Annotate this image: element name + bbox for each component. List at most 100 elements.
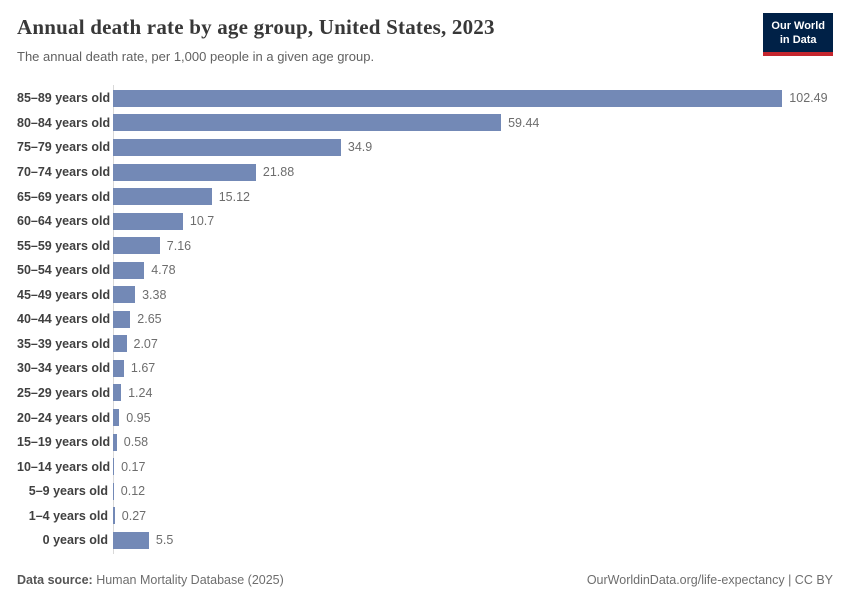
bar-area: 5.5 [113,528,833,553]
bar-chart: 85–89 years old 102.49 80–84 years old 59.4… [17,85,833,555]
bar-row: 15–19 years old 0.58 [17,430,833,455]
value-label: 1.67 [130,361,156,376]
bar-area: 7.16 [113,233,833,258]
data-source-text: Human Mortality Database (2025) [92,573,284,587]
bar-area: 0.95 [113,405,833,430]
bar [113,359,124,377]
category-label: 60–64 years old [17,214,111,229]
bar [113,409,120,426]
bar-area: 0.12 [113,479,833,504]
value-label: 15.12 [218,189,250,204]
bar-area: 2.07 [113,332,833,357]
value-label: 21.88 [262,165,295,180]
bar-area: 59.44 [113,111,833,136]
bar-area: 1.67 [113,356,833,381]
bar-row: 50–54 years old 4.78 [17,258,833,283]
owid-url-link[interactable]: OurWorldinData.org/life-expectancy | CC … [586,573,833,587]
category-label: 35–39 years old [17,336,111,351]
category-label: 65–69 years old [17,189,111,204]
value-label: 59.44 [508,115,540,130]
bar-row: 20–24 years old 0.95 [17,405,833,430]
category-label: 0 years old [42,533,108,548]
owid-logo: Our World in Data [763,13,833,56]
bar-rows-container: 85–89 years old 102.49 80–84 years old 59.4… [17,86,833,552]
bar-row: 5–9 years old 0.12 [17,479,833,504]
bar [113,384,122,402]
category-label: 70–74 years old [17,165,111,180]
value-label: 0.95 [126,410,151,425]
bar [113,89,783,107]
bar [113,212,183,230]
value-label: 2.65 [137,312,162,327]
category-label: 10–14 years old [17,459,111,474]
bar [113,458,115,476]
bar-row: 60–64 years old 10.7 [17,209,833,234]
value-label: 0.12 [120,484,146,499]
category-label: 15–19 years old [17,435,111,450]
value-label: 4.78 [151,263,176,278]
category-label: 20–24 years old [17,410,111,425]
bar-area: 0.27 [113,503,833,528]
value-label: 0.17 [121,459,146,474]
bar-row: 75–79 years old 34.9 [17,135,833,160]
bar [113,531,149,549]
bar [113,261,145,279]
bar [113,237,160,255]
bar [113,114,502,132]
value-label: 0.58 [123,435,149,450]
title-block: Annual death rate by age group, United S… [17,15,495,65]
category-label: 55–59 years old [17,238,111,253]
bar-row: 1–4 years old 0.27 [17,503,833,528]
category-label: 75–79 years old [17,140,111,155]
value-label: 7.16 [166,238,192,253]
category-label: 1–4 years old [28,508,108,523]
bar-area: 4.78 [113,258,833,283]
bar-row: 10–14 years old 0.17 [17,454,833,479]
bar-area: 21.88 [113,160,833,185]
bar [113,433,117,451]
bar-area: 2.65 [113,307,833,332]
bar [113,138,341,156]
value-label: 0.27 [121,508,147,523]
value-label: 2.07 [133,336,158,351]
bar-area: 15.12 [113,184,833,209]
value-label: 10.7 [189,214,215,229]
chart-subtitle: The annual death rate, per 1,000 people … [17,49,375,65]
category-label: 50–54 years old [17,263,111,278]
category-label: 25–29 years old [17,385,111,400]
bar-row: 55–59 years old 7.16 [17,233,833,258]
bar-row: 40–44 years old 2.65 [17,307,833,332]
category-label: 30–34 years old [17,361,111,376]
category-label: 80–84 years old [17,115,111,130]
bar-row: 25–29 years old 1.24 [17,381,833,406]
bar-area: 0.58 [113,430,833,455]
bar [113,188,212,206]
category-label: 5–9 years old [28,484,108,499]
value-label: 5.5 [155,533,174,548]
bar [113,482,114,500]
bar-row: 65–69 years old 15.12 [17,184,833,209]
value-label: 3.38 [142,287,167,302]
bar-area: 10.7 [113,209,833,234]
category-label: 45–49 years old [17,287,111,302]
bar-area: 0.17 [113,454,833,479]
chart-footer: Data source: Human Mortality Database (2… [17,573,833,587]
value-label: 34.9 [347,140,373,155]
bar-row: 0 years old 5.5 [17,528,833,553]
bar-row: 30–34 years old 1.67 [17,356,833,381]
bar-area: 102.49 [113,86,833,111]
bar-area: 34.9 [113,135,833,160]
chart-header: Annual death rate by age group, United S… [17,0,833,65]
bar-row: 80–84 years old 59.44 [17,111,833,136]
bar-row: 70–74 years old 21.88 [17,160,833,185]
page-title: Annual death rate by age group, United S… [17,15,495,39]
bar [113,310,131,328]
bar-row: 35–39 years old 2.07 [17,332,833,357]
logo-line-1: Our World [771,20,825,32]
bar-area: 1.24 [113,381,833,406]
data-source-label: Data source: [17,573,93,587]
data-source: Data source: Human Mortality Database (2… [17,573,284,587]
category-label: 40–44 years old [17,312,111,327]
bar [113,335,127,353]
